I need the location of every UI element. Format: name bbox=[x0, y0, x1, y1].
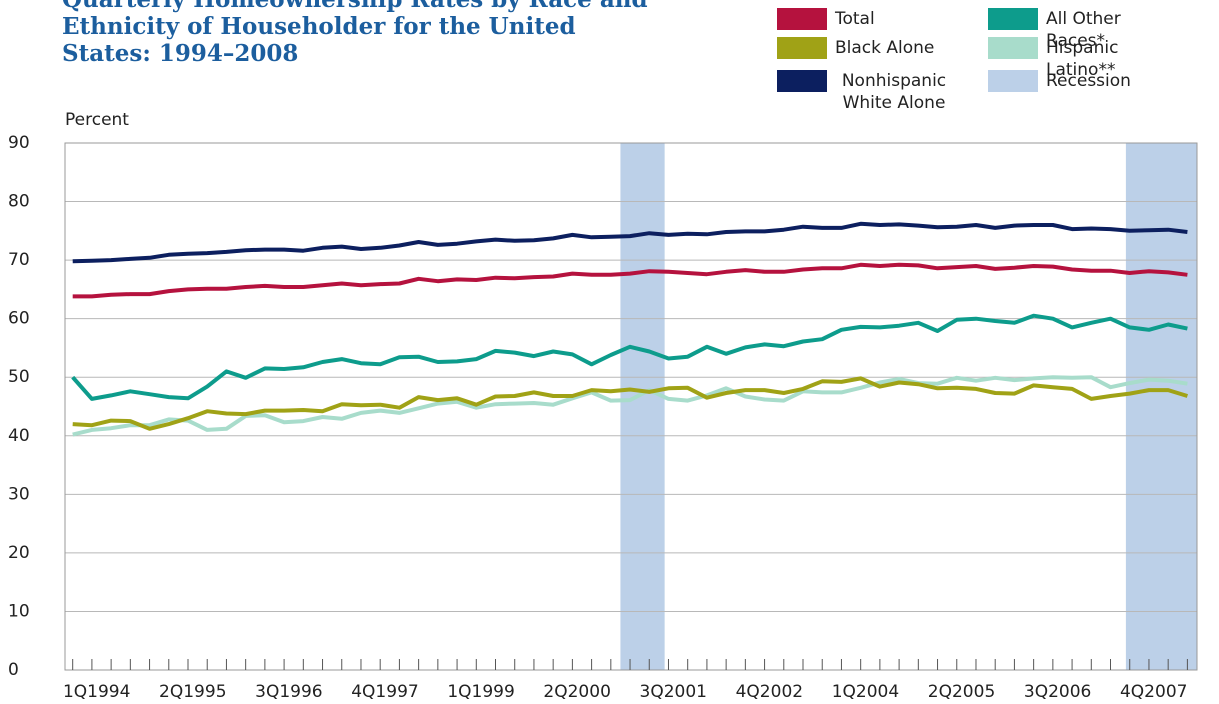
legend-swatch bbox=[988, 70, 1038, 92]
x-tick-label: 1Q1999 bbox=[447, 682, 514, 702]
recession-band bbox=[620, 143, 665, 670]
x-tick-label: 3Q2001 bbox=[640, 682, 707, 702]
y-tick-label: 30 bbox=[8, 484, 30, 504]
y-tick-label: 20 bbox=[8, 543, 30, 563]
legend-swatch bbox=[777, 70, 827, 92]
x-tick-label: 3Q2006 bbox=[1024, 682, 1091, 702]
series-line bbox=[72, 262, 1188, 299]
y-tick-label: 60 bbox=[8, 309, 30, 329]
x-tick-label: 3Q1996 bbox=[255, 682, 322, 702]
legend-label: All Other Races* bbox=[1046, 9, 1121, 51]
legend-label: Total bbox=[835, 9, 875, 29]
x-tick-label: 2Q2000 bbox=[543, 682, 610, 702]
x-tick-label: 4Q2007 bbox=[1120, 682, 1187, 702]
series-line bbox=[71, 313, 1188, 401]
x-tick-label: 4Q1997 bbox=[351, 682, 418, 702]
chart-title: Quarterly Homeownership Rates by Race an… bbox=[62, 0, 648, 67]
series-line bbox=[72, 376, 1188, 431]
plot-frame bbox=[64, 142, 1198, 671]
legend-label: Black Alone bbox=[835, 38, 935, 58]
y-tick-label: 80 bbox=[8, 192, 30, 212]
y-tick-label: 90 bbox=[8, 133, 30, 153]
x-tick-label: 2Q1995 bbox=[159, 682, 226, 702]
series-line bbox=[72, 375, 1188, 437]
legend-label: Recession bbox=[1046, 71, 1131, 91]
x-tick-label: 4Q2002 bbox=[736, 682, 803, 702]
legend-swatch bbox=[777, 37, 827, 59]
y-tick-label: 70 bbox=[8, 250, 30, 270]
series-line bbox=[72, 221, 1188, 264]
y-tick-label: 0 bbox=[8, 660, 19, 680]
y-tick-label: 10 bbox=[8, 601, 30, 621]
legend-swatch bbox=[777, 8, 827, 30]
legend-label: Hispanic Latino** bbox=[1046, 38, 1119, 80]
x-tick-label: 1Q2004 bbox=[832, 682, 899, 702]
x-tick-label: 2Q2005 bbox=[928, 682, 995, 702]
y-tick-label: 40 bbox=[8, 426, 30, 446]
legend-swatch bbox=[988, 8, 1038, 30]
y-axis-label: Percent bbox=[65, 110, 129, 130]
y-tick-label: 50 bbox=[8, 367, 30, 387]
x-tick-label: 1Q1994 bbox=[63, 682, 130, 702]
legend-label: Nonhispanic White Alone bbox=[841, 71, 947, 113]
legend-swatch bbox=[988, 37, 1038, 59]
recession-band bbox=[1125, 143, 1197, 670]
